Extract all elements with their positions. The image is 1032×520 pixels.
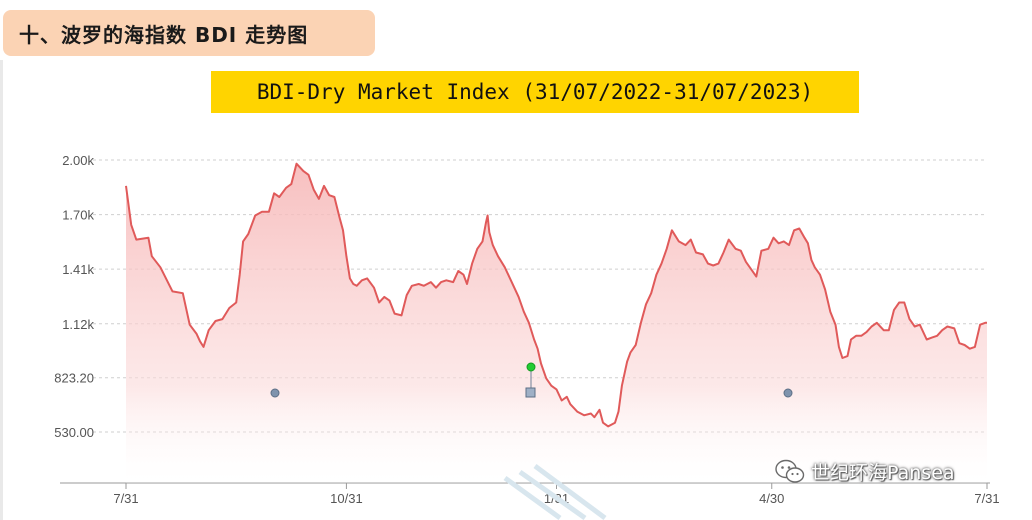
y-tick-label: 530.00 xyxy=(54,425,94,440)
resize-handle[interactable] xyxy=(525,387,536,398)
series-line xyxy=(125,162,987,428)
rotate-handle[interactable] xyxy=(526,362,536,372)
y-tick-label: 2.00k xyxy=(62,153,94,168)
background-stripe xyxy=(518,469,587,520)
chart-title: BDI-Dry Market Index (31/07/2022-31/07/2… xyxy=(256,80,814,104)
chart-title-box: BDI-Dry Market Index (31/07/2022-31/07/2… xyxy=(211,71,859,113)
section-heading-text: 十、波罗的海指数 BDI 走势图 xyxy=(19,22,309,47)
y-tick-label: 823.20 xyxy=(54,371,94,386)
x-tick-label: 4/30 xyxy=(759,491,784,506)
section-heading: 十、波罗的海指数 BDI 走势图 xyxy=(3,10,375,56)
watermark-text: 世纪环海Pansea xyxy=(811,462,955,484)
y-tick-label: 1.70k xyxy=(62,208,94,223)
y-tick-label: 1.41k xyxy=(62,262,94,277)
x-tick-label: 7/31 xyxy=(974,491,999,506)
left-edge-rule xyxy=(0,60,3,520)
marker-layer xyxy=(270,362,793,398)
selection-handle-right[interactable] xyxy=(783,388,793,398)
watermark: 世纪环海Pansea xyxy=(775,458,955,485)
x-tick-label: 7/31 xyxy=(113,491,138,506)
y-tick-label: 1.12k xyxy=(62,317,94,332)
series-layer xyxy=(125,162,987,520)
background-stripe xyxy=(533,463,607,520)
x-tick-label: 10/31 xyxy=(330,491,363,506)
wechat-icon xyxy=(775,459,805,483)
background-stripe xyxy=(503,475,562,520)
selection-handle-left[interactable] xyxy=(270,388,280,398)
